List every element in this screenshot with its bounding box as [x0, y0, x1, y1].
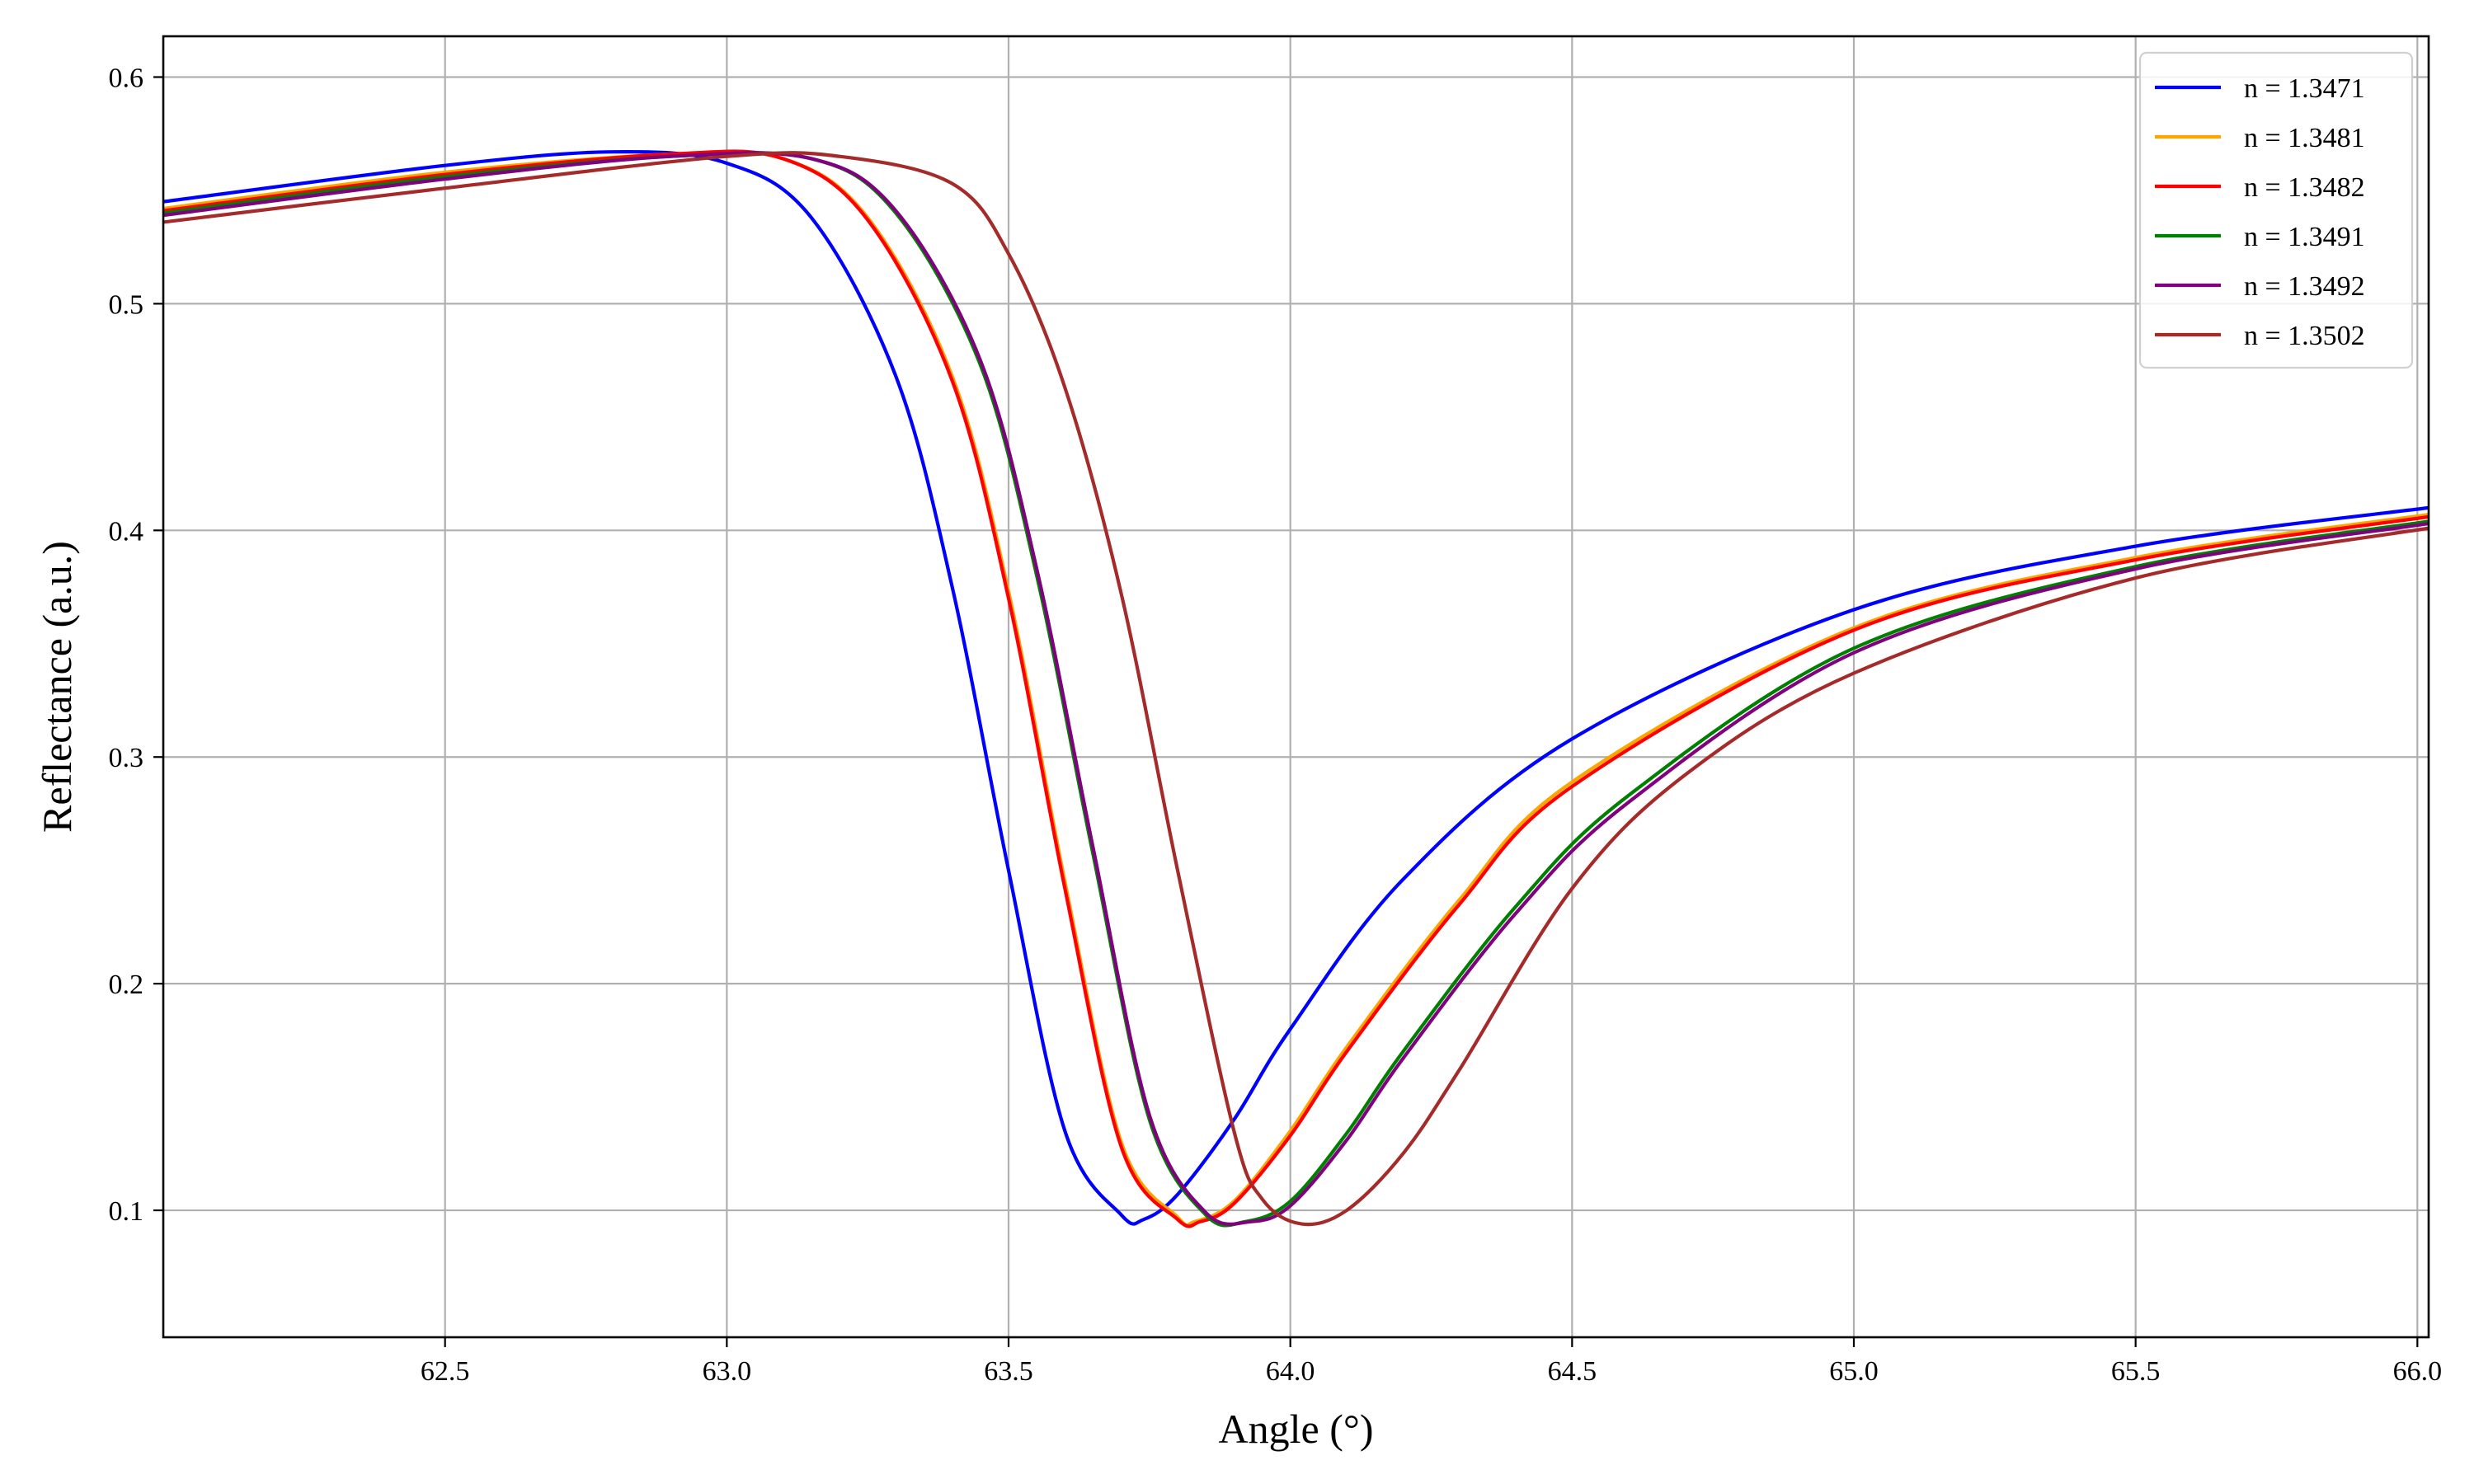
y-tick-label: 0.2 — [109, 970, 144, 1000]
y-tick-label: 0.4 — [109, 516, 144, 547]
x-tick-label: 63.5 — [984, 1356, 1033, 1387]
legend-label: n = 1.3491 — [2244, 222, 2365, 252]
legend-label: n = 1.3482 — [2244, 172, 2365, 203]
legend-label: n = 1.3481 — [2244, 123, 2365, 153]
x-tick-label: 62.5 — [421, 1356, 470, 1387]
y-axis-title: Reflectance (a.u.) — [34, 541, 80, 833]
x-tick-label: 65.5 — [2111, 1356, 2161, 1387]
x-axis-ticks: 62.5 63.0 63.5 64.0 64.5 65.0 65.5 66.0 — [421, 1337, 2442, 1387]
x-tick-label: 64.5 — [1548, 1356, 1597, 1387]
x-tick-label: 66.0 — [2393, 1356, 2443, 1387]
x-tick-label: 63.0 — [703, 1356, 752, 1387]
legend-label: n = 1.3502 — [2244, 321, 2365, 351]
y-tick-label: 0.6 — [109, 63, 144, 93]
series-line-6 — [163, 151, 2429, 1227]
legend: n = 1.3471 n = 1.3481 n = 1.3482 n = 1.3491… — [2138, 51, 2414, 369]
x-axis-title: Angle (°) — [1219, 1406, 1374, 1452]
series-line-1 — [163, 150, 2429, 1226]
y-tick-label: 0.5 — [109, 289, 144, 320]
legend-label: n = 1.3492 — [2244, 271, 2365, 302]
y-tick-label: 0.3 — [109, 743, 144, 773]
plot-area — [163, 36, 2429, 1337]
x-tick-label: 64.0 — [1266, 1356, 1315, 1387]
axes-frame — [162, 35, 2430, 1339]
series-layer — [163, 149, 2429, 1228]
legend-label: n = 1.3471 — [2244, 73, 2365, 104]
x-tick-label: 65.0 — [1829, 1356, 1879, 1387]
y-axis-ticks: 0.1 0.2 0.3 0.4 0.5 0.6 — [109, 63, 163, 1227]
y-tick-label: 0.1 — [109, 1196, 144, 1227]
legend-box — [2138, 51, 2414, 369]
